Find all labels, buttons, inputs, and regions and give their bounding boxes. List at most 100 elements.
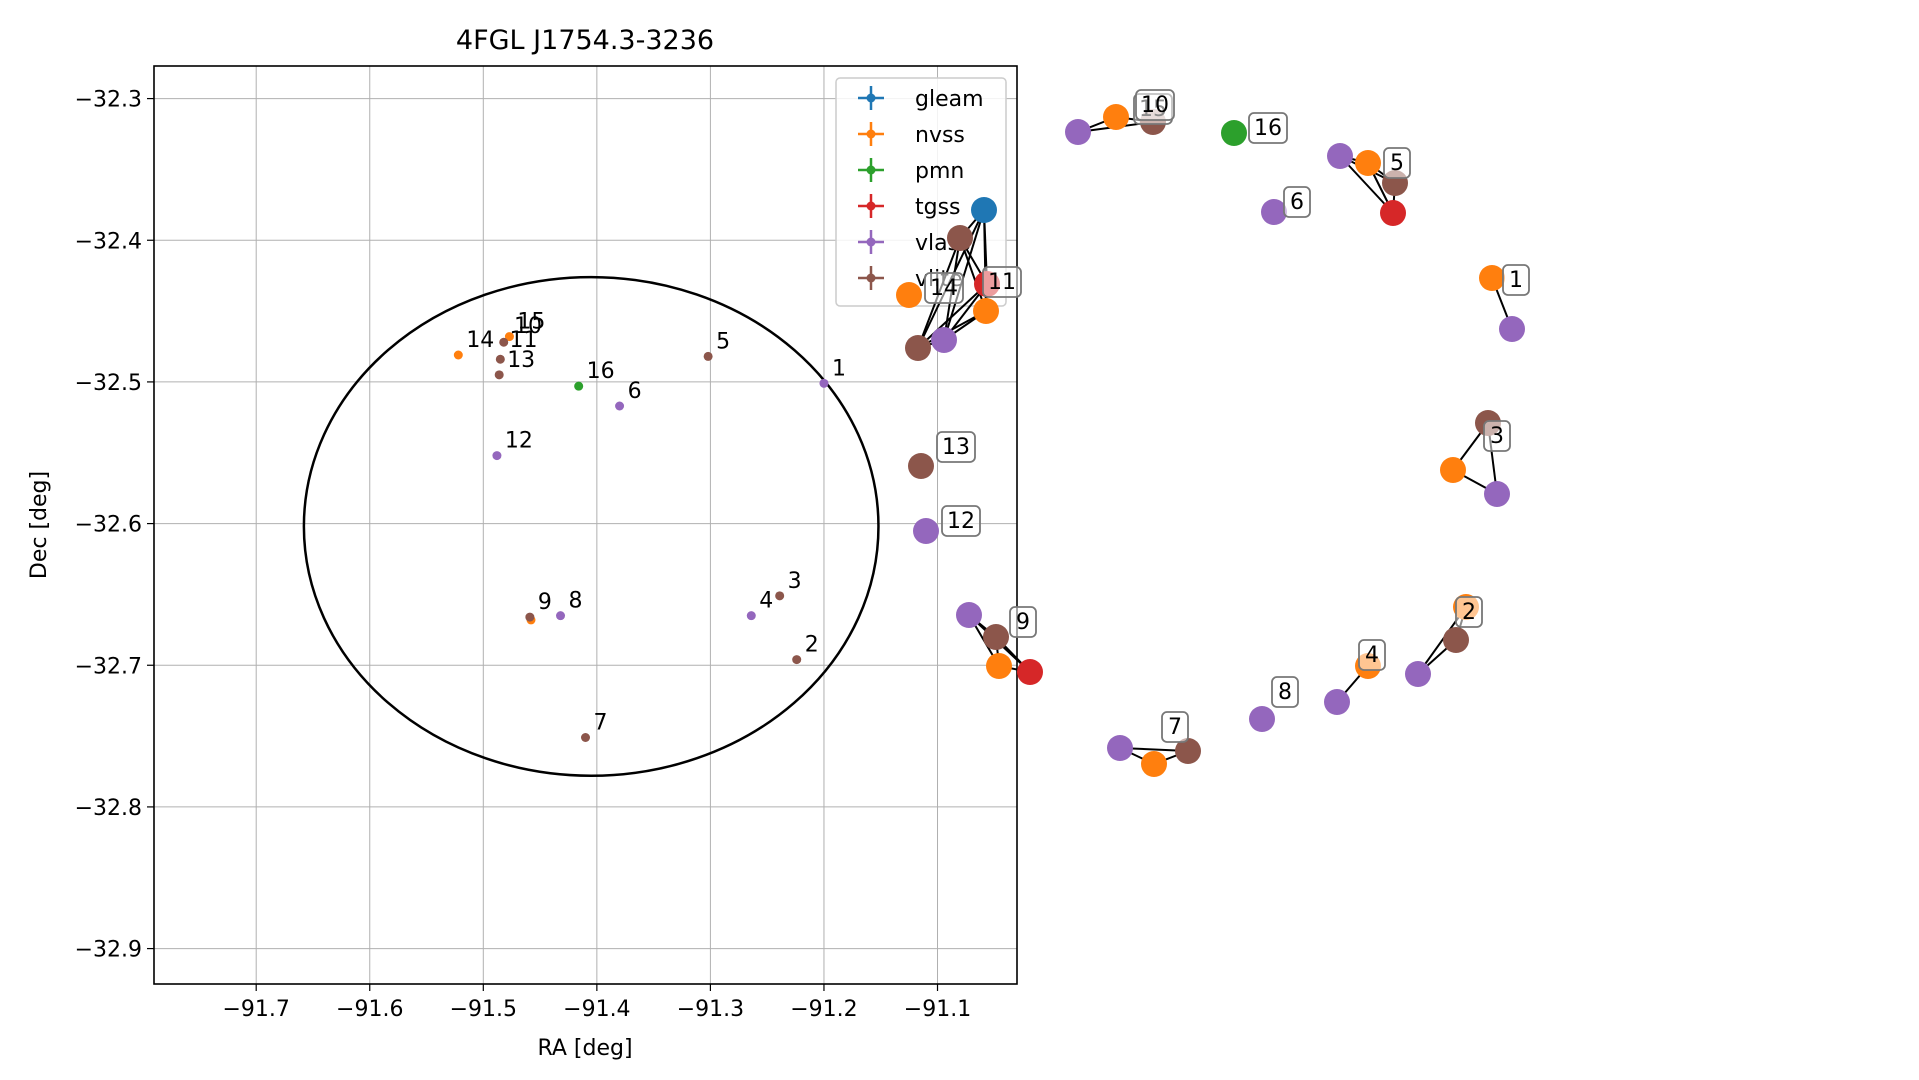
network-label-text: 6 <box>1290 190 1304 215</box>
data-point-nvss <box>453 350 463 360</box>
error-ellipse-layer <box>302 275 880 778</box>
y-tick-label: −32.6 <box>75 513 142 538</box>
y-tick-labels: −32.3 −32.4 −32.5 −32.6 −32.7 −32.8 −32.9 <box>75 88 154 963</box>
network-label-16: 16 <box>1248 112 1288 144</box>
network-label-text: 7 <box>1168 715 1182 740</box>
network-node-tgss <box>1380 200 1406 226</box>
network-node-vlass <box>1405 661 1431 687</box>
data-point-vlite <box>499 337 509 347</box>
data-point-vlass <box>746 611 756 621</box>
network-node-vlass <box>1484 481 1510 507</box>
network-node-pmn <box>1221 120 1247 146</box>
network-node-nvss <box>1440 457 1466 483</box>
legend-marker <box>866 237 876 247</box>
y-tick-label: −32.7 <box>75 654 142 679</box>
legend-marker <box>866 129 876 139</box>
legend-label: gleam <box>915 87 984 112</box>
data-point-vlass <box>556 611 566 621</box>
data-point-nvss <box>504 332 514 342</box>
legend-entry-tgss: tgss <box>858 194 961 220</box>
network-label-text: 3 <box>1490 424 1504 449</box>
grid <box>154 66 1017 984</box>
network-label-text: 1 <box>1509 268 1523 293</box>
network-node-vlass <box>1324 689 1350 715</box>
network-node-vlite <box>1175 738 1201 764</box>
network-label-box <box>1135 89 1175 121</box>
network-label-8: 8 <box>1271 676 1299 708</box>
network-label-box <box>924 272 964 304</box>
data-point-vlass <box>615 401 625 411</box>
source-label: 5 <box>716 329 730 354</box>
network-label-11: 11 <box>982 266 1022 298</box>
network-label-text: 4 <box>1365 643 1379 668</box>
legend-marker <box>866 201 876 211</box>
source-label: 12 <box>505 429 533 454</box>
network-node-tgss <box>1017 659 1043 685</box>
y-tick-label: −32.3 <box>75 88 142 113</box>
network-label-text: 12 <box>947 509 975 534</box>
network-label-text: 16 <box>1254 116 1282 141</box>
legend-entry-pmn: pmn <box>858 158 964 184</box>
data-point-vlite <box>581 733 590 742</box>
network-node-nvss <box>986 653 1012 679</box>
x-tick-label: −91.5 <box>450 997 517 1022</box>
network-node-vlite <box>908 453 934 479</box>
source-label: 2 <box>805 633 819 658</box>
source-label: 1 <box>832 356 846 381</box>
network-node-vlite <box>947 225 973 251</box>
network-label-13: 13 <box>936 431 976 463</box>
chart-title: 4FGL J1754.3-3236 <box>456 25 714 56</box>
source-label: 13 <box>507 348 535 373</box>
network-label-box <box>1009 606 1037 638</box>
legend-marker <box>866 273 876 283</box>
network-node-vlite <box>983 624 1009 650</box>
network-node-nvss <box>1141 751 1167 777</box>
source-label: 9 <box>538 590 552 615</box>
network-label-box <box>1383 147 1411 179</box>
error-ellipse <box>302 275 880 778</box>
data-point-vlass <box>819 378 829 388</box>
network-node-vlass <box>1107 735 1133 761</box>
network-label-10: 10 <box>1135 89 1175 121</box>
x-axis-label: RA [deg] <box>537 1036 632 1061</box>
network-label-5: 5 <box>1383 147 1411 179</box>
network-label-14: 14 <box>924 272 964 304</box>
source-label: 7 <box>594 711 608 736</box>
network-label-text: 5 <box>1390 151 1404 176</box>
plot-frame <box>153 65 1018 985</box>
network-label-12: 12 <box>941 505 981 537</box>
data-point-vlite <box>775 591 785 601</box>
network-label-box <box>1271 676 1299 708</box>
y-tick-label: −32.4 <box>75 229 142 254</box>
network-node-nvss <box>1479 265 1505 291</box>
network-node-vlass <box>913 518 939 544</box>
network-node-nvss <box>973 298 999 324</box>
network-label-text: 14 <box>930 276 958 301</box>
source-label: 4 <box>759 589 773 614</box>
network-label-box <box>1358 639 1386 671</box>
x-tick-label: −91.4 <box>563 997 630 1022</box>
network-label-2: 2 <box>1455 596 1483 628</box>
network-node-vlass <box>1261 199 1287 225</box>
data-point-pmn <box>574 381 584 391</box>
network-label-text: 2 <box>1462 600 1476 625</box>
network-label-9: 9 <box>1009 606 1037 638</box>
legend-entry-nvss: nvss <box>858 122 965 148</box>
y-axis-label: Dec [deg] <box>27 471 52 579</box>
network-node-gleam <box>971 197 997 223</box>
y-tick-label: −32.9 <box>75 938 142 963</box>
network-node-nvss <box>1103 104 1129 130</box>
network-label-text: 11 <box>988 270 1016 295</box>
source-label: 15 <box>517 310 545 335</box>
source-label: 8 <box>569 589 583 614</box>
source-label: 14 <box>466 328 494 353</box>
data-point-vlite <box>792 655 802 665</box>
network-node-vlass <box>1499 316 1525 342</box>
x-tick-label: −91.2 <box>790 997 857 1022</box>
network-node-nvss <box>1355 150 1381 176</box>
source-label: 6 <box>628 379 642 404</box>
source-label: 10 <box>514 314 542 339</box>
network-label-box <box>1248 112 1288 144</box>
